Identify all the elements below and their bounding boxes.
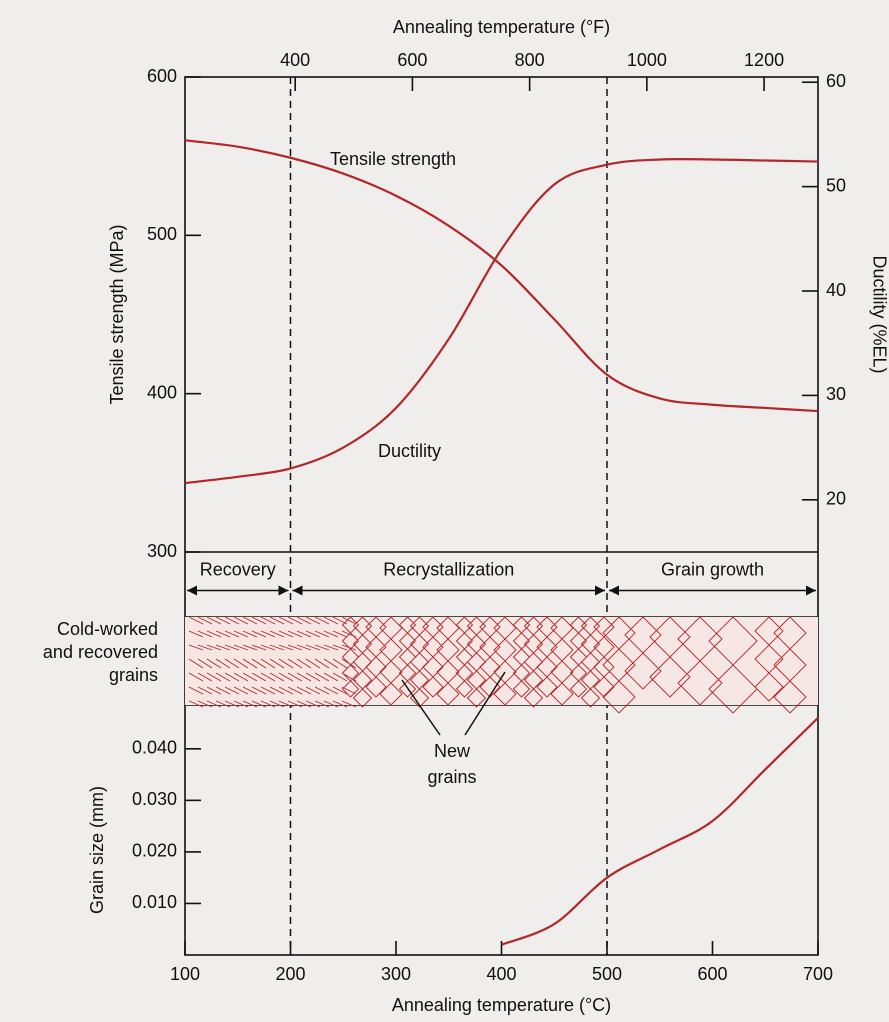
x-tick-label: 300 (381, 964, 411, 984)
x-tick-label: 600 (697, 964, 727, 984)
y2-tick-label: 20 (826, 489, 846, 509)
y2-tick-label: 50 (826, 175, 846, 195)
x2-tick-label: 600 (397, 50, 427, 70)
stage-label: Recovery (200, 559, 276, 579)
x-tick-label: 500 (592, 964, 622, 984)
stage-label: Recrystallization (383, 559, 514, 579)
grain-structure (188, 616, 807, 714)
y2-tick-label: 60 (826, 71, 846, 91)
series-label: Tensile strength (330, 149, 456, 169)
annotation: grains (109, 665, 158, 685)
y-tick-label: 400 (147, 382, 177, 402)
y-tick-label: 300 (147, 541, 177, 561)
annotation-arrow (401, 671, 506, 736)
x-axis-title: Annealing temperature (°C) (392, 995, 611, 1015)
y-tick-label: 600 (147, 66, 177, 86)
annotation: grains (427, 767, 476, 787)
annotation: and recovered (43, 642, 158, 662)
x2-tick-label: 1000 (627, 50, 667, 70)
annotation: Cold-worked (57, 619, 158, 639)
y-axis-title: Tensile strength (MPa) (107, 224, 127, 404)
y-tick-label: 500 (147, 224, 177, 244)
x2-tick-label: 400 (280, 50, 310, 70)
y-tick-label: 0.010 (132, 892, 177, 912)
data-line (184, 139, 819, 413)
data-line (184, 157, 819, 485)
y2-tick-label: 40 (826, 280, 846, 300)
series-label: Ductility (378, 441, 441, 461)
x2-tick-label: 1200 (744, 50, 784, 70)
frame (184, 76, 819, 956)
y-tick-label: 0.030 (132, 789, 177, 809)
y-axis-title: Grain size (mm) (87, 786, 107, 914)
x2-axis-title: Annealing temperature (°F) (393, 17, 610, 37)
x-tick-label: 400 (486, 964, 516, 984)
y2-tick-label: 30 (826, 384, 846, 404)
y-tick-label: 0.040 (132, 738, 177, 758)
x-tick-label: 200 (275, 964, 305, 984)
x-tick-label: 100 (170, 964, 200, 984)
x2-tick-label: 800 (515, 50, 545, 70)
y-tick-label: 0.020 (132, 841, 177, 861)
annotation: New (434, 741, 471, 761)
y2-axis-title: Ductility (%EL) (869, 255, 889, 373)
stage-label: Grain growth (661, 559, 764, 579)
x-tick-label: 700 (803, 964, 833, 984)
data-line (501, 717, 819, 946)
